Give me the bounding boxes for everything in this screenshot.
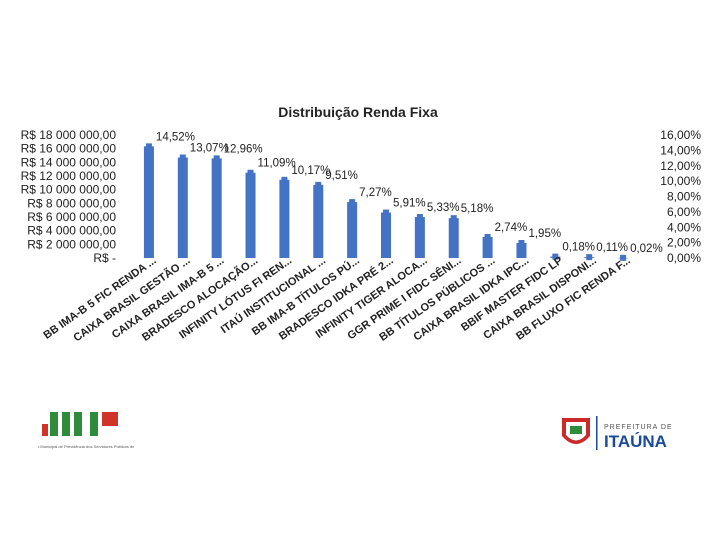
left-axis-tick-label: R$ - [93,251,116,265]
data-label: 11,09% [258,158,296,170]
data-labels: 14,52%13,07%12,96% 11,09%10,17%9,51%7,27%… [156,131,663,254]
bar-marker [349,199,356,206]
data-label: 0,18% [562,242,595,254]
data-label: 1,95% [528,228,561,240]
left-axis-tick-label: R$ 16 000 000,00 [21,142,117,156]
bar [211,158,222,258]
left-axis-tick-label: R$ 18 000 000,00 [21,128,117,142]
bar-marker [281,176,288,183]
bar [482,236,493,258]
data-label: 0,11% [596,242,628,254]
right-axis-tick-label: 0,00% [667,251,701,265]
left-axis-tick-label: R$ 2 000 000,00 [27,237,116,251]
left-axis-tick-label: R$ 8 000 000,00 [27,196,116,210]
left-axis: R$ -R$ 2 000 000,00R$ 4 000 000,00R$ 6 0… [21,128,117,265]
data-label: 13,07% [190,143,229,155]
imp-logo-mark [42,412,118,436]
bars [143,143,629,261]
right-axis-tick-label: 4,00% [667,220,701,234]
data-label: 0,02% [630,243,663,255]
x-axis-labels: BB IMA-B 5 FIC RENDA ...CAIXA BRASIL GES… [41,254,632,345]
right-axis-tick-label: 16,00% [660,128,701,142]
bar-marker [315,181,322,188]
itauna-coat-of-arms-icon [562,418,590,444]
data-label: 5,18% [461,203,494,215]
bar-marker [145,143,152,150]
bar-marker [416,214,423,221]
bar-marker [383,209,389,216]
bar-marker [586,254,593,261]
right-axis-tick-label: 10,00% [660,174,701,188]
bar-marker [213,155,220,162]
right-axis: 0,00%2,00% 4,00%6,00%8,00% 10,00%12,00% 14,… [660,128,701,265]
data-label: 5,91% [393,198,426,210]
bar [313,184,324,258]
prefeitura-line1: PREFEITURA DE [604,424,673,431]
bar [381,212,391,258]
bar [177,157,188,258]
bar [516,243,527,258]
right-axis-tick-label: 2,00% [667,236,701,250]
bar [414,217,425,258]
prefeitura-line2: ITAÚNA [604,432,667,451]
bar [245,172,256,258]
right-axis-tick-label: 8,00% [667,190,701,204]
right-axis-tick-label: 14,00% [660,143,701,157]
bar [279,179,290,258]
bar-marker [247,169,254,176]
bar-marker [552,253,559,260]
left-axis-tick-label: R$ 14 000 000,00 [21,155,117,169]
left-axis-tick-label: R$ 4 000 000,00 [27,224,116,238]
data-label: 2,74% [495,222,528,234]
bar [143,146,154,258]
left-axis-tick-label: R$ 10 000 000,00 [21,183,117,197]
imp-logo-caption: Instituto Municipal de Previdência dos S… [38,444,134,449]
bar-marker [620,254,627,261]
data-label: 10,17% [291,165,330,177]
bar [448,218,459,258]
data-label: 12,96% [224,143,263,155]
prefeitura-itauna-logo: PREFEITURA DE ITAÚNA [556,412,686,456]
imp-logo: Instituto Municipal de Previdência dos S… [25,408,147,458]
right-axis-tick-label: 12,00% [660,159,701,173]
bar [347,202,358,258]
right-axis-tick-label: 6,00% [667,205,701,219]
bar-marker [518,240,525,247]
data-label: 7,27% [359,187,392,199]
data-label: 5,33% [427,202,460,214]
bar-marker [179,154,186,161]
left-axis-tick-label: R$ 6 000 000,00 [27,210,116,224]
left-axis-tick-label: R$ 12 000 000,00 [21,169,117,183]
bar-marker [484,233,491,240]
data-label: 14,52% [156,131,195,143]
data-label: 9,51% [325,170,358,182]
bar-marker [450,215,457,222]
chart-title: Distribuição Renda Fixa [278,104,438,120]
